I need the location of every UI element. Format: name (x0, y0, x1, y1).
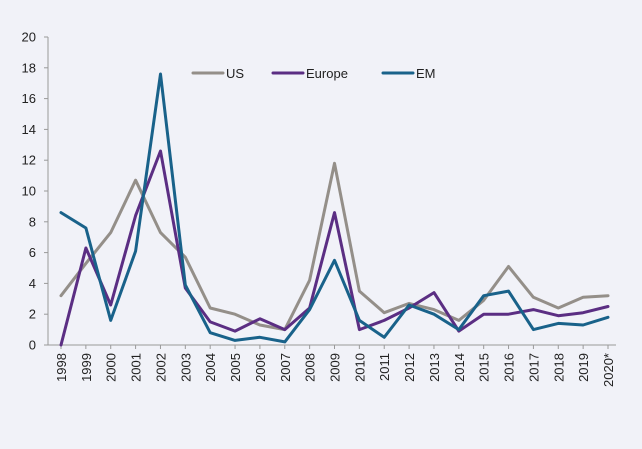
x-tick-label: 2014 (452, 353, 467, 382)
y-tick-label: 0 (29, 338, 36, 353)
y-tick-label: 10 (22, 184, 36, 199)
y-tick-label: 8 (29, 214, 36, 229)
x-tick-label: 2012 (402, 353, 417, 382)
x-tick-label: 2000 (104, 353, 119, 382)
x-tick-label: 2002 (153, 353, 168, 382)
x-tick-label: 2017 (526, 353, 541, 382)
x-tick-label: 2016 (502, 353, 517, 382)
legend: US Europe EM (191, 66, 436, 81)
x-tick-label: 2004 (203, 353, 218, 382)
x-tick-label: 2005 (228, 353, 243, 382)
y-tick-label: 14 (22, 122, 36, 137)
x-tick-label: 2015 (477, 353, 492, 382)
x-tick-label: 2011 (377, 353, 392, 381)
x-tick-label: 2007 (278, 353, 293, 382)
axes: 0 2 4 6 8 10 12 14 16 18 20 1998 1999 2000 2001 2002 200… (22, 30, 616, 387)
x-tick-label: 2009 (328, 353, 343, 382)
y-tick-label: 16 (22, 91, 36, 106)
x-tick-label: 2019 (576, 353, 591, 382)
x-tick-label: 2020* (601, 353, 616, 387)
y-tick-label: 4 (29, 276, 36, 291)
legend-label-europe: Europe (306, 66, 348, 81)
series-line-europe (59, 149, 610, 347)
x-tick-label: 2013 (427, 353, 442, 382)
x-tick-label: 2001 (129, 353, 144, 382)
x-tick-label: 1999 (79, 353, 94, 382)
x-tick-label: 2006 (253, 353, 268, 382)
legend-label-em: EM (416, 66, 436, 81)
y-tick-label: 20 (22, 30, 36, 45)
x-tick-label: 2003 (178, 353, 193, 382)
x-tick-label: 2008 (303, 353, 318, 382)
x-tick-label: 2010 (352, 353, 367, 382)
series-lines (59, 72, 610, 347)
legend-label-us: US (226, 66, 244, 81)
x-tick-label: 1998 (54, 353, 69, 382)
y-tick-label: 12 (22, 153, 36, 168)
x-tick-label: 2018 (551, 353, 566, 382)
y-tick-label: 2 (29, 307, 36, 322)
y-tick-label: 18 (22, 60, 36, 75)
y-tick-label: 6 (29, 245, 36, 260)
series-line-us (59, 161, 610, 332)
series-line-em (59, 72, 610, 344)
